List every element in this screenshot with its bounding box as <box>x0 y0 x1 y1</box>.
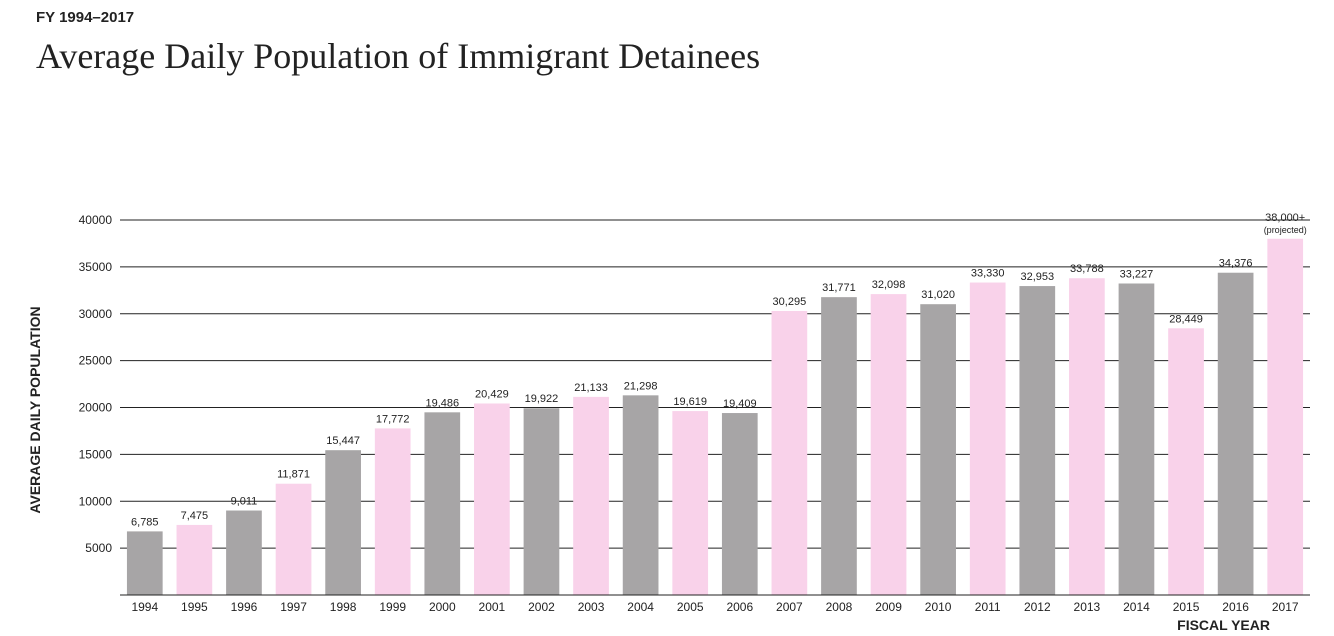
y-tick-label: 25000 <box>79 354 113 368</box>
x-tick-label: 2015 <box>1173 600 1200 614</box>
bar <box>374 428 411 595</box>
value-label: 9,011 <box>231 496 258 508</box>
value-label: 7,475 <box>181 510 209 522</box>
y-tick-label: 10000 <box>79 494 113 508</box>
bar <box>176 524 213 595</box>
value-label: 33,788 <box>1070 263 1104 275</box>
bar <box>226 510 262 595</box>
value-label: 30,295 <box>773 296 807 308</box>
bar <box>920 304 956 595</box>
value-label: 28,449 <box>1169 313 1203 325</box>
value-label: 19,619 <box>673 396 707 408</box>
x-tick-label: 2007 <box>776 600 803 614</box>
x-axis-label: FISCAL YEAR <box>1177 617 1270 633</box>
bar <box>1217 272 1254 595</box>
bar <box>1019 286 1056 595</box>
y-tick-label: 15000 <box>79 447 113 461</box>
value-label: 34,376 <box>1219 258 1253 270</box>
value-label: 11,871 <box>277 469 310 481</box>
value-label: 38,000+ <box>1265 212 1305 224</box>
kicker: FY 1994–2017 <box>36 9 134 26</box>
x-tick-label: 2011 <box>975 600 1001 614</box>
x-tick-label: 1995 <box>181 600 208 614</box>
value-label: 20,429 <box>475 388 509 400</box>
x-tick-label: 2012 <box>1024 600 1051 614</box>
bar <box>325 450 361 595</box>
x-tick-label: 2005 <box>677 600 704 614</box>
x-tick-label: 2016 <box>1222 600 1249 614</box>
x-tick-label: 2002 <box>528 600 555 614</box>
bar <box>1069 278 1105 595</box>
y-tick-label: 30000 <box>79 307 113 321</box>
x-tick-label: 1994 <box>131 600 158 614</box>
x-tick-label: 1996 <box>231 600 258 614</box>
y-axis-label: AVERAGE DAILY POPULATION <box>27 306 43 513</box>
y-tick-label: 20000 <box>79 401 113 415</box>
x-tick-label: 2009 <box>875 600 902 614</box>
x-tick-label: 1998 <box>330 600 357 614</box>
value-label: 33,227 <box>1120 268 1154 280</box>
value-label: 19,486 <box>425 397 459 409</box>
bar <box>969 282 1006 595</box>
x-tick-label: 2013 <box>1074 600 1101 614</box>
value-label: 19,409 <box>723 398 757 410</box>
bar <box>771 310 808 595</box>
y-tick-label: 40000 <box>79 213 113 227</box>
bar <box>573 396 609 595</box>
bar <box>1267 238 1304 595</box>
bar <box>1118 283 1155 595</box>
y-tick-label: 35000 <box>79 260 113 274</box>
x-tick-label: 1999 <box>379 600 406 614</box>
bar <box>622 395 659 595</box>
annotation: (projected) <box>1264 225 1307 235</box>
value-label: 32,098 <box>872 279 906 291</box>
value-label: 19,922 <box>525 393 559 405</box>
bar <box>523 408 560 595</box>
bar <box>1168 328 1204 595</box>
bar <box>821 297 857 595</box>
x-tick-label: 1997 <box>280 600 307 614</box>
bar <box>721 413 758 595</box>
value-label: 21,298 <box>624 380 658 392</box>
x-tick-label: 2008 <box>826 600 853 614</box>
x-tick-label: 2017 <box>1272 600 1299 614</box>
bar <box>474 403 510 595</box>
bar <box>672 411 709 595</box>
x-tick-label: 2001 <box>479 600 506 614</box>
value-label: 15,447 <box>326 435 360 447</box>
bar <box>126 531 163 595</box>
x-tick-label: 2006 <box>726 600 753 614</box>
x-tick-label: 2010 <box>925 600 952 614</box>
value-label: 21,133 <box>574 382 608 394</box>
bar <box>275 483 312 595</box>
bar <box>424 412 461 595</box>
x-tick-label: 2004 <box>627 600 654 614</box>
value-label: 33,330 <box>971 268 1005 280</box>
bar <box>870 294 907 595</box>
value-label: 31,771 <box>822 282 856 294</box>
value-label: 17,772 <box>376 413 410 425</box>
x-tick-label: 2000 <box>429 600 456 614</box>
value-label: 6,785 <box>131 516 159 528</box>
value-label: 32,953 <box>1020 271 1054 283</box>
chart-title: Average Daily Population of Immigrant De… <box>36 36 760 76</box>
y-tick-label: 5000 <box>85 541 112 555</box>
value-label: 31,020 <box>921 289 955 301</box>
x-tick-label: 2014 <box>1123 600 1150 614</box>
x-tick-label: 2003 <box>578 600 605 614</box>
